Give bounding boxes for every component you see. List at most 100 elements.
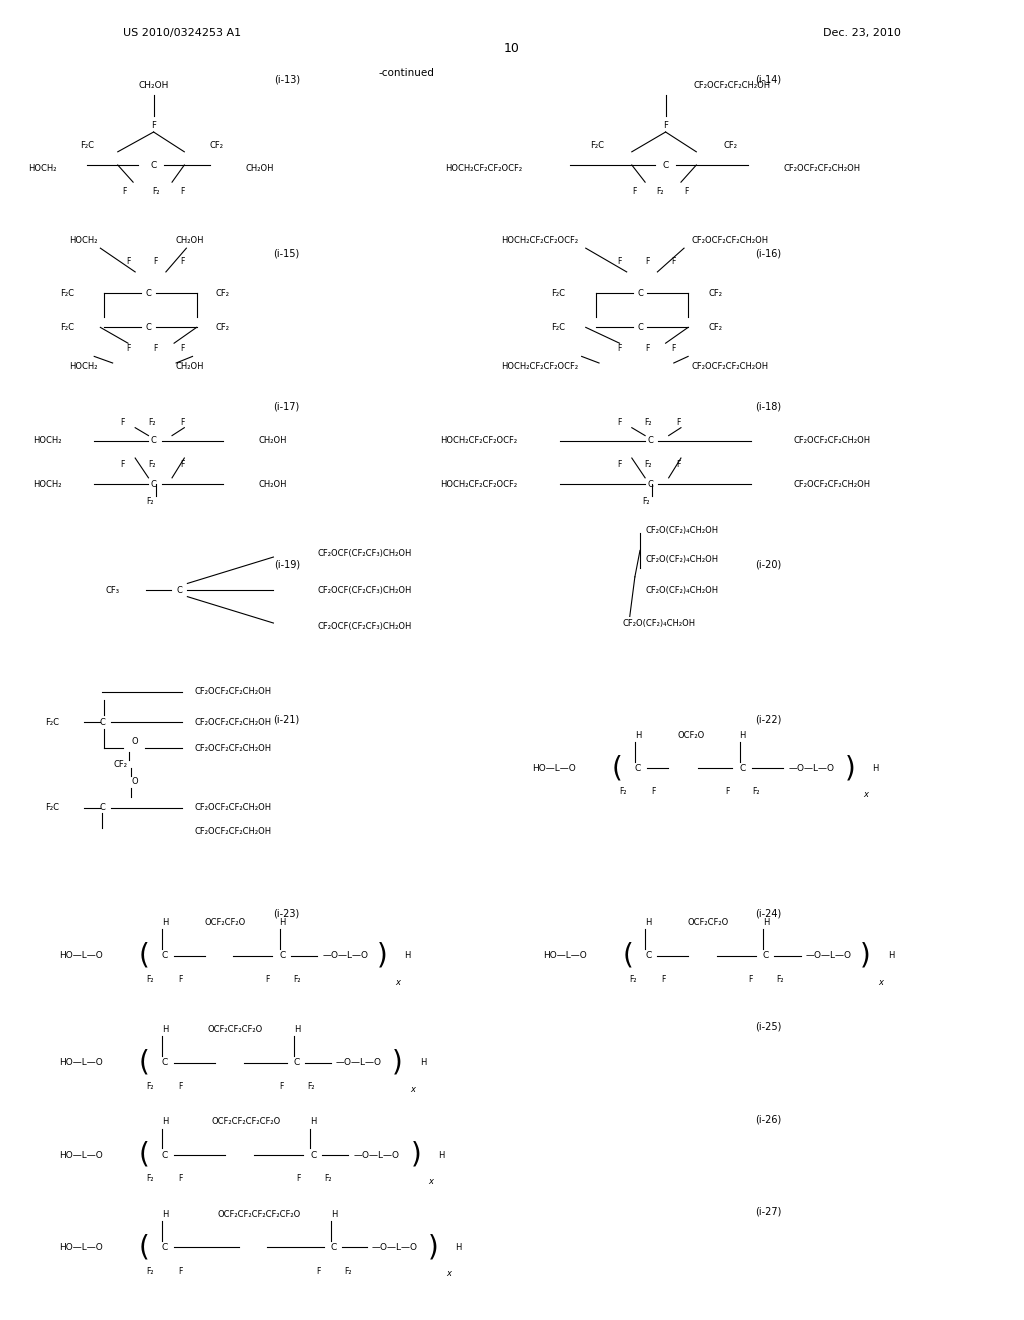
- Text: C: C: [647, 437, 653, 445]
- Text: F₂C: F₂C: [590, 141, 604, 149]
- Text: H: H: [162, 1118, 168, 1126]
- Text: F: F: [617, 461, 622, 469]
- Text: O: O: [132, 777, 138, 785]
- Text: F₂C: F₂C: [59, 289, 74, 297]
- Text: F: F: [651, 788, 655, 796]
- Text: F: F: [645, 345, 649, 352]
- Text: F₂: F₂: [618, 788, 627, 796]
- Text: CH₂OH: CH₂OH: [175, 363, 204, 371]
- Text: F: F: [617, 257, 622, 265]
- Text: F₂C: F₂C: [45, 804, 59, 812]
- Text: F: F: [180, 345, 184, 352]
- Text: CF₂OCF₂CF₂CH₂OH: CF₂OCF₂CF₂CH₂OH: [195, 718, 271, 726]
- Text: C: C: [151, 161, 157, 169]
- Text: C: C: [176, 586, 182, 594]
- Text: x: x: [395, 978, 399, 986]
- Text: x: x: [863, 791, 867, 799]
- Text: ): ): [845, 754, 855, 783]
- Text: F₂: F₂: [776, 975, 784, 983]
- Text: F₂: F₂: [147, 418, 156, 426]
- Text: C: C: [99, 804, 105, 812]
- Text: CF₂: CF₂: [210, 141, 224, 149]
- Text: H: H: [635, 731, 641, 739]
- Text: HOCH₂: HOCH₂: [69, 236, 97, 244]
- Text: (i-18): (i-18): [755, 401, 781, 412]
- Text: OCF₂CF₂CF₂CF₂CF₂O: OCF₂CF₂CF₂CF₂CF₂O: [217, 1210, 301, 1218]
- Text: x: x: [411, 1085, 415, 1093]
- Text: (i-27): (i-27): [755, 1206, 781, 1217]
- Text: F: F: [180, 257, 184, 265]
- Text: F₂: F₂: [145, 975, 154, 983]
- Text: H: H: [438, 1151, 444, 1159]
- Text: F: F: [725, 788, 729, 796]
- Text: F: F: [684, 187, 688, 195]
- Text: CF₂: CF₂: [114, 760, 128, 768]
- Text: C: C: [162, 1059, 168, 1067]
- Text: C: C: [637, 323, 643, 331]
- Text: C: C: [151, 480, 157, 488]
- Text: (i-14): (i-14): [755, 74, 781, 84]
- Text: F: F: [296, 1175, 300, 1183]
- Text: (i-13): (i-13): [273, 74, 300, 84]
- Text: (i-17): (i-17): [273, 401, 300, 412]
- Text: H: H: [404, 952, 411, 960]
- Text: C: C: [637, 289, 643, 297]
- Text: HOCH₂CF₂CF₂OCF₂: HOCH₂CF₂CF₂OCF₂: [440, 480, 517, 488]
- Text: —O—L—O: —O—L—O: [372, 1243, 418, 1251]
- Text: —O—L—O: —O—L—O: [788, 764, 835, 772]
- Text: HOCH₂CF₂CF₂OCF₂: HOCH₂CF₂CF₂OCF₂: [502, 236, 579, 244]
- Text: F: F: [617, 418, 622, 426]
- Text: -continued: -continued: [379, 67, 435, 78]
- Text: F₂: F₂: [656, 187, 665, 195]
- Text: F₂C: F₂C: [45, 718, 59, 726]
- Text: H: H: [739, 731, 745, 739]
- Text: CF₂OCF(CF₂CF₃)CH₂OH: CF₂OCF(CF₂CF₃)CH₂OH: [317, 623, 412, 631]
- Text: CF₂O(CF₂)₄CH₂OH: CF₂O(CF₂)₄CH₂OH: [623, 619, 695, 627]
- Text: F₂: F₂: [293, 975, 301, 983]
- Text: F: F: [152, 121, 156, 129]
- Text: CF₂OCF₂CF₂CH₂OH: CF₂OCF₂CF₂CH₂OH: [693, 82, 771, 90]
- Text: F₂C: F₂C: [59, 323, 74, 331]
- Text: F: F: [672, 257, 676, 265]
- Text: CF₂OCF₂CF₂CH₂OH: CF₂OCF₂CF₂CH₂OH: [195, 828, 271, 836]
- Text: C: C: [645, 952, 651, 960]
- Text: (: (: [139, 1140, 150, 1170]
- Text: CF₂OCF(CF₂CF₃)CH₂OH: CF₂OCF(CF₂CF₃)CH₂OH: [317, 586, 412, 594]
- Text: F: F: [280, 1082, 284, 1090]
- Text: CF₂OCF₂CF₂CH₂OH: CF₂OCF₂CF₂CH₂OH: [691, 363, 768, 371]
- Text: F: F: [178, 975, 182, 983]
- Text: (i-26): (i-26): [755, 1114, 781, 1125]
- Text: F: F: [180, 418, 184, 426]
- Text: (i-23): (i-23): [273, 908, 300, 919]
- Text: F: F: [123, 187, 127, 195]
- Text: F₂: F₂: [644, 418, 652, 426]
- Text: C: C: [145, 289, 152, 297]
- Text: F: F: [180, 187, 184, 195]
- Text: O: O: [132, 738, 138, 746]
- Text: HOCH₂CF₂CF₂OCF₂: HOCH₂CF₂CF₂OCF₂: [440, 437, 517, 445]
- Text: F₂: F₂: [642, 498, 650, 506]
- Text: CF₂OCF₂CF₂CH₂OH: CF₂OCF₂CF₂CH₂OH: [195, 688, 271, 696]
- Text: C: C: [739, 764, 745, 772]
- Text: HOCH₂: HOCH₂: [69, 363, 97, 371]
- Text: H: H: [162, 1210, 168, 1218]
- Text: F₂C: F₂C: [551, 289, 565, 297]
- Text: OCF₂CF₂O: OCF₂CF₂O: [688, 919, 729, 927]
- Text: F: F: [154, 257, 158, 265]
- Text: CF₂OCF₂CF₂CH₂OH: CF₂OCF₂CF₂CH₂OH: [195, 804, 271, 812]
- Text: F₂: F₂: [307, 1082, 315, 1090]
- Text: (i-16): (i-16): [755, 248, 781, 259]
- Text: F: F: [121, 461, 125, 469]
- Text: x: x: [429, 1177, 433, 1185]
- Text: H: H: [645, 919, 651, 927]
- Text: (i-20): (i-20): [755, 560, 781, 570]
- Text: C: C: [99, 718, 105, 726]
- Text: F: F: [677, 461, 681, 469]
- Text: —O—L—O: —O—L—O: [336, 1059, 382, 1067]
- Text: HO—L—O: HO—L—O: [59, 1243, 103, 1251]
- Text: (i-21): (i-21): [273, 714, 300, 725]
- Text: CF₂OCF₂CF₂CH₂OH: CF₂OCF₂CF₂CH₂OH: [195, 744, 271, 752]
- Text: HO—L—O: HO—L—O: [59, 952, 103, 960]
- Text: C: C: [647, 480, 653, 488]
- Text: F: F: [662, 975, 666, 983]
